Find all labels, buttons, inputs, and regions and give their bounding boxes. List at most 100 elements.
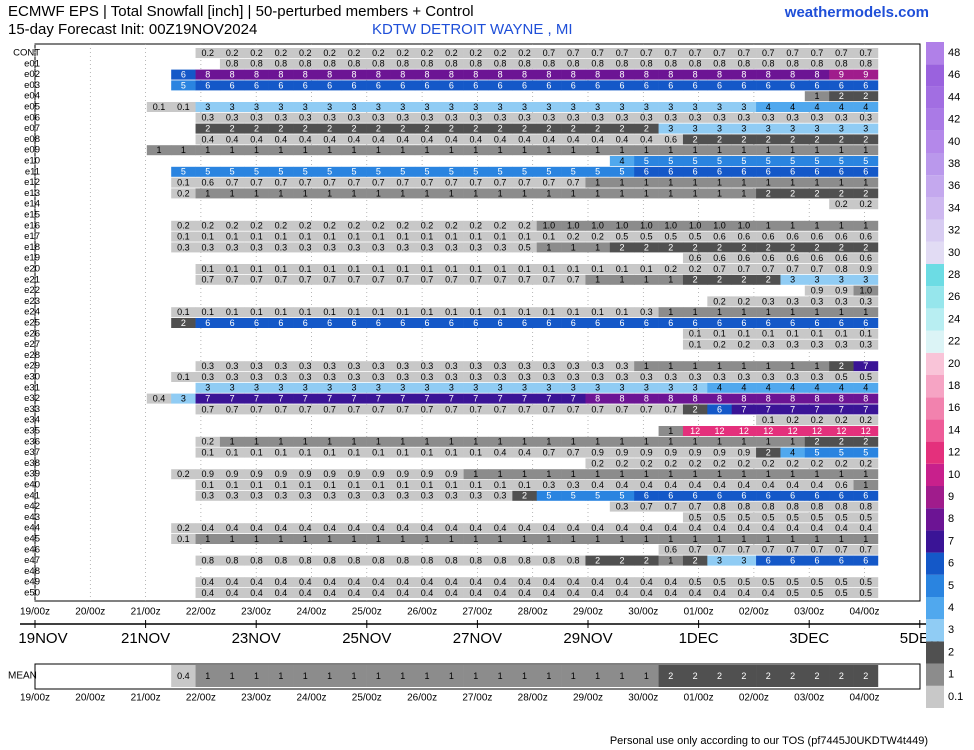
cell xyxy=(804,372,830,382)
cell xyxy=(366,490,391,501)
cell-label: 0.7 xyxy=(518,275,531,285)
cell-label: 1 xyxy=(766,534,771,544)
cell-label: 2 xyxy=(863,242,868,252)
cell xyxy=(853,112,879,123)
cell-label: 0.2 xyxy=(762,458,775,468)
cell-label: 0.7 xyxy=(250,275,263,285)
cell xyxy=(853,361,879,372)
cell-label: 6 xyxy=(839,491,844,501)
cell-label: 0.4 xyxy=(689,588,702,598)
cell-label: 0.1 xyxy=(396,264,409,274)
cell xyxy=(804,102,830,112)
cell-label: 0.1 xyxy=(470,447,483,457)
cell xyxy=(561,274,586,285)
cell xyxy=(390,577,416,588)
cell xyxy=(317,264,343,274)
cell-label: 0.8 xyxy=(275,59,288,69)
cell xyxy=(463,80,489,91)
cell xyxy=(317,69,343,80)
cell xyxy=(804,469,830,480)
cell-label: 1 xyxy=(156,145,161,155)
cell-label: 3 xyxy=(449,102,454,112)
cell xyxy=(707,501,732,512)
cell xyxy=(439,220,464,231)
cell-label: 0.7 xyxy=(494,275,507,285)
cell xyxy=(512,393,538,404)
cell xyxy=(512,166,538,177)
cell xyxy=(536,665,562,687)
cell xyxy=(780,523,806,534)
cell xyxy=(463,264,489,274)
cell xyxy=(390,523,416,534)
cell xyxy=(463,665,489,687)
cell xyxy=(171,220,196,231)
colorbar-swatch xyxy=(926,619,944,642)
cell xyxy=(293,48,318,58)
cell xyxy=(707,156,732,166)
cell-label: 0.7 xyxy=(591,404,604,414)
cell-label: 0.1 xyxy=(323,480,336,490)
cell-label: 0.7 xyxy=(275,275,288,285)
cell xyxy=(244,188,269,199)
cell xyxy=(390,145,416,156)
cell xyxy=(561,318,586,328)
cell-label: 1 xyxy=(620,437,625,447)
cell-label: 1 xyxy=(814,361,819,371)
cell xyxy=(853,166,879,177)
cell-label: 0.3 xyxy=(835,296,848,306)
cell xyxy=(390,242,416,253)
cell xyxy=(366,318,391,328)
cell-label: 0.2 xyxy=(323,221,336,231)
cell-label: 0.4 xyxy=(665,588,678,598)
cell-label: 1 xyxy=(400,145,405,155)
cell-label: 1 xyxy=(693,145,698,155)
colorbar-swatch xyxy=(926,574,944,597)
cell xyxy=(317,534,343,544)
cell-label: 8 xyxy=(620,393,625,403)
cell-label: 0.1 xyxy=(299,231,312,241)
cell xyxy=(390,264,416,274)
cell xyxy=(756,274,781,285)
cell-label: 6 xyxy=(644,167,649,177)
cell xyxy=(512,177,538,188)
cell-label: 1 xyxy=(863,480,868,490)
cell-label: 1 xyxy=(254,437,259,447)
cell xyxy=(561,48,586,58)
cell xyxy=(366,134,391,145)
cell xyxy=(244,404,269,415)
cell-label: 0.6 xyxy=(689,253,702,263)
cell xyxy=(244,264,269,274)
cell xyxy=(268,177,294,188)
cell-label: 1 xyxy=(620,534,625,544)
cell-label: 1 xyxy=(790,221,795,231)
cell-label: 0.2 xyxy=(738,339,751,349)
cell xyxy=(561,220,586,231)
cell-label: 4 xyxy=(863,102,868,112)
cell xyxy=(634,404,659,415)
cell xyxy=(780,166,806,177)
cell-label: 0.1 xyxy=(470,231,483,241)
cell xyxy=(536,58,562,69)
cell-label: 0.7 xyxy=(543,447,556,457)
cell-label: 0.1 xyxy=(177,102,190,112)
cell xyxy=(682,382,708,393)
cell-label: 0.2 xyxy=(689,264,702,274)
cell-label: 1 xyxy=(230,188,235,198)
cell-label: 0.2 xyxy=(713,458,726,468)
cell xyxy=(341,112,367,123)
cell xyxy=(634,134,659,145)
brand[interactable]: weathermodels.com xyxy=(784,4,929,21)
cell-label: 3 xyxy=(717,123,722,133)
cell-label: 8 xyxy=(814,69,819,79)
cell-label: 4 xyxy=(717,383,722,393)
cell-label: 6 xyxy=(790,80,795,90)
cell-label: 0.3 xyxy=(445,242,458,252)
cell xyxy=(341,48,367,58)
cell xyxy=(171,102,196,112)
cell xyxy=(853,372,879,382)
cell xyxy=(463,242,489,253)
cell-label: 1 xyxy=(522,145,527,155)
cell-label: 0.2 xyxy=(518,221,531,231)
cell-label: 0.2 xyxy=(616,458,629,468)
cell xyxy=(780,436,806,447)
